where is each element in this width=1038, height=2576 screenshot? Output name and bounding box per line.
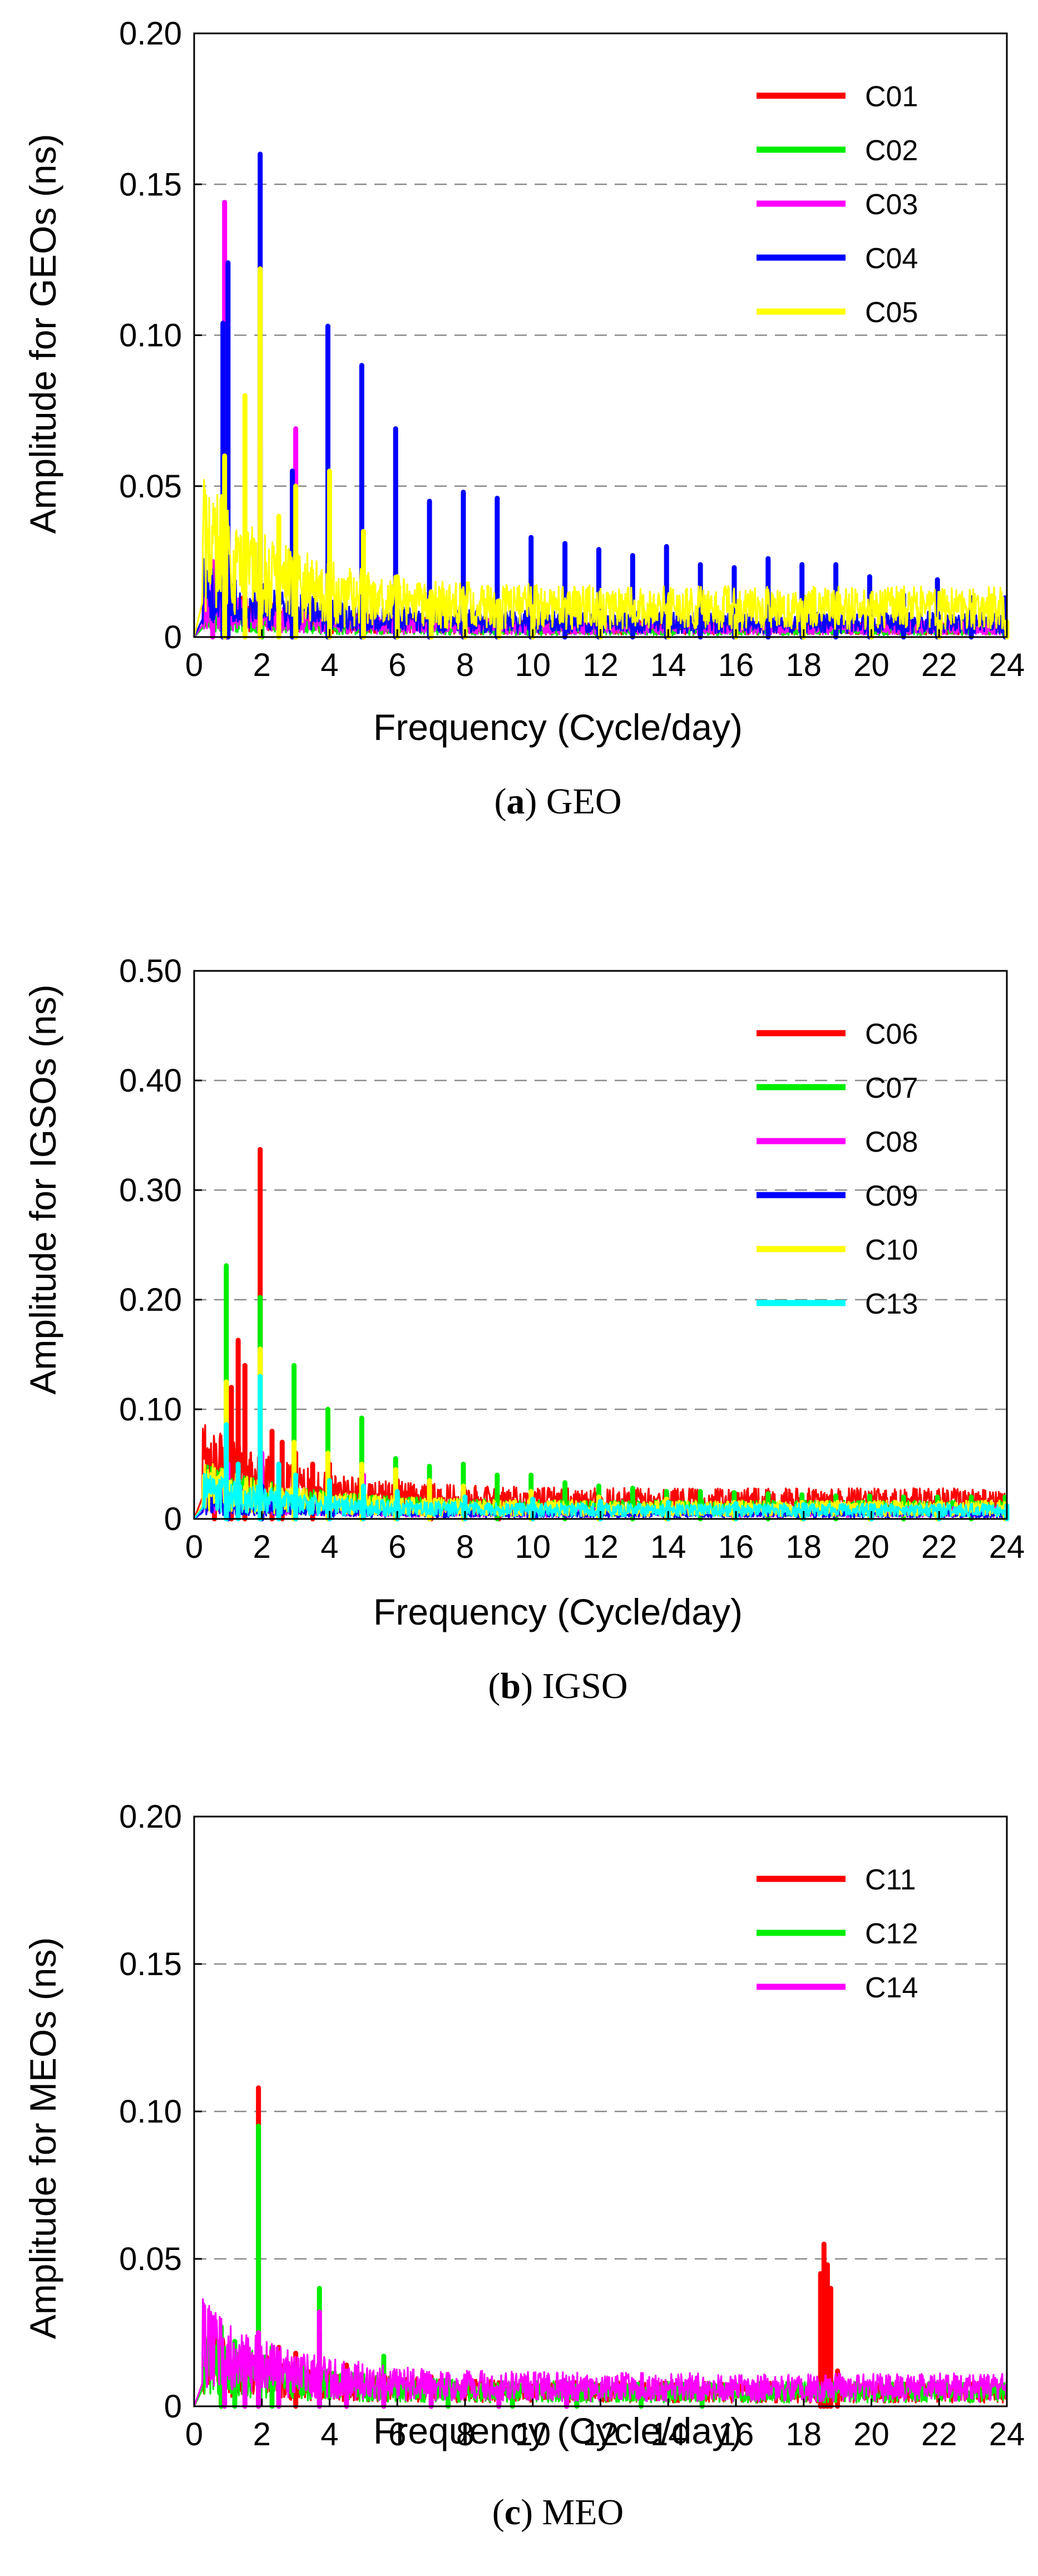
panel-b-y-tick-label: 0.50	[119, 953, 182, 989]
panel-a-y-tick-label: 0.15	[119, 166, 182, 203]
panel-b-y-tick-label: 0.10	[119, 1391, 182, 1428]
panel-c-plot: 0 2 4 6 8 10 12 14 16 18 20 22 2400.050.100.150.20C1…	[119, 1799, 1025, 2452]
panel-b-igso: Amplitude for IGSOs (ns) Frequency (Cycl…	[22, 984, 743, 1706]
panel-c-x-tick-label: 20	[853, 2416, 889, 2452]
panel-a-x-tick-label: 20	[853, 647, 889, 683]
panel-c-caption: (c) MEO	[492, 2492, 624, 2533]
panel-c-x-tick-label: 24	[989, 2416, 1025, 2452]
legend-label-c05: C05	[865, 297, 918, 329]
panel-b-x-tick-label: 0	[185, 1529, 203, 1565]
legend-label-c04: C04	[865, 243, 918, 275]
panel-b-y-tick-label: 0.40	[119, 1063, 182, 1099]
panel-a-x-tick-label: 22	[921, 647, 957, 683]
panel-c-x-tick-label: 10	[515, 2416, 551, 2452]
legend-label-c03: C03	[865, 189, 918, 221]
panel-b-x-tick-label: 10	[515, 1529, 551, 1565]
legend-label-c11: C11	[865, 1864, 916, 1896]
panel-b-y-tick-label: 0.20	[119, 1282, 182, 1318]
panel-b-x-tick-label: 24	[989, 1529, 1025, 1565]
panel-c-x-tick-label: 8	[456, 2416, 474, 2452]
panel-a-y-tick-label: 0.10	[119, 318, 182, 354]
panel-a-x-tick-label: 14	[650, 647, 686, 683]
legend-label-c08: C08	[865, 1126, 918, 1158]
panel-b-y-tick-label: 0	[164, 1501, 182, 1537]
panel-c-y-tick-label: 0.05	[119, 2241, 182, 2277]
panel-c-x-tick-label: 6	[388, 2416, 406, 2452]
panel-a-y-tick-label: 0.20	[119, 16, 182, 52]
legend-label-c13: C13	[865, 1288, 918, 1320]
panel-c-x-tick-label: 18	[785, 2416, 822, 2452]
panel-a-x-tick-label: 0	[185, 647, 203, 683]
legend-label-c02: C02	[865, 135, 918, 167]
panel-a-x-tick-label: 2	[253, 647, 271, 683]
legend-label-c10: C10	[865, 1234, 918, 1266]
panel-b-x-tick-label: 4	[320, 1529, 338, 1565]
panel-c-x-tick-label: 14	[650, 2416, 686, 2452]
legend-label-c07: C07	[865, 1072, 918, 1104]
panel-a-ylabel: Amplitude for GEOs (ns)	[22, 134, 63, 534]
legend-label-c14: C14	[865, 1972, 918, 2004]
panel-a-x-tick-label: 12	[582, 647, 619, 683]
panel-a-x-tick-label: 10	[515, 647, 551, 683]
panel-a-caption: (a) GEO	[494, 781, 621, 822]
panel-b-x-tick-label: 12	[582, 1529, 619, 1565]
panel-a-plot: 0 2 4 6 8 10 12 14 16 18 20 22 2400.050.100.150.20C0…	[119, 16, 1025, 683]
panel-a-x-tick-label: 4	[320, 647, 338, 683]
panel-c-meo: Amplitude for MEOs (ns) Frequency (Cycle…	[22, 1937, 743, 2533]
panel-a-x-tick-label: 16	[718, 647, 754, 683]
panel-a-series-group	[193, 151, 1010, 640]
panel-c-x-tick-label: 4	[320, 2416, 338, 2452]
legend-label-c12: C12	[865, 1918, 918, 1950]
panel-a-y-tick-label: 0.05	[119, 468, 182, 505]
panel-c-y-tick-label: 0.20	[119, 1799, 182, 1835]
panel-b-ylabel: Amplitude for IGSOs (ns)	[22, 984, 63, 1394]
legend-label-c09: C09	[865, 1180, 918, 1212]
panel-b-plot: 0 2 4 6 8 10 12 14 16 18 20 22 2400.100.200.300.400.…	[119, 953, 1025, 1565]
panel-a-xlabel: Frequency (Cycle/day)	[373, 707, 743, 748]
panel-c-y-tick-label: 0.15	[119, 1946, 182, 1982]
panel-a-geo: Amplitude for GEOs (ns) Frequency (Cycle…	[22, 134, 743, 822]
panel-c-y-tick-label: 0.10	[119, 2094, 182, 2130]
panel-c-legend: C11 C12 C14	[757, 1864, 918, 2004]
panel-a-x-tick-label: 18	[785, 647, 822, 683]
panel-b-x-tick-label: 6	[388, 1529, 406, 1565]
panel-b-x-tick-label: 20	[853, 1529, 889, 1565]
panel-a-x-tick-label: 24	[989, 647, 1025, 683]
panel-c-x-tick-label: 0	[185, 2416, 203, 2452]
panel-b-legend: C06 C07 C08 C09 C10 C13	[757, 1018, 918, 1320]
legend-label-c01: C01	[865, 81, 918, 113]
legend-label-c06: C06	[865, 1018, 918, 1050]
panel-a-legend: C01 C02 C03 C04 C05	[757, 81, 918, 329]
panel-b-x-tick-label: 14	[650, 1529, 686, 1565]
panel-b-x-tick-label: 22	[921, 1529, 957, 1565]
panel-b-caption: (b) IGSO	[488, 1666, 627, 1706]
panel-c-x-tick-label: 2	[253, 2416, 271, 2452]
panel-c-x-tick-label: 12	[582, 2416, 619, 2452]
panel-c-y-tick-label: 0	[164, 2389, 182, 2425]
panel-c-x-tick-label: 16	[718, 2416, 754, 2452]
panel-c-xlabel: Frequency (Cycle/day)	[373, 2410, 743, 2451]
panel-c-ylabel: Amplitude for MEOs (ns)	[22, 1937, 63, 2340]
panel-b-x-tick-label: 8	[456, 1529, 474, 1565]
panel-b-x-tick-label: 16	[718, 1529, 754, 1565]
panel-b-y-tick-label: 0.30	[119, 1172, 182, 1208]
panel-b-xlabel: Frequency (Cycle/day)	[373, 1591, 743, 1632]
panel-a-x-tick-label: 6	[388, 647, 406, 683]
panel-a-x-tick-label: 8	[456, 647, 474, 683]
panel-a-y-tick-label: 0	[164, 619, 182, 655]
panel-b-x-tick-label: 18	[785, 1529, 822, 1565]
panel-b-x-tick-label: 2	[253, 1529, 271, 1565]
panel-c-x-tick-label: 22	[921, 2416, 957, 2452]
